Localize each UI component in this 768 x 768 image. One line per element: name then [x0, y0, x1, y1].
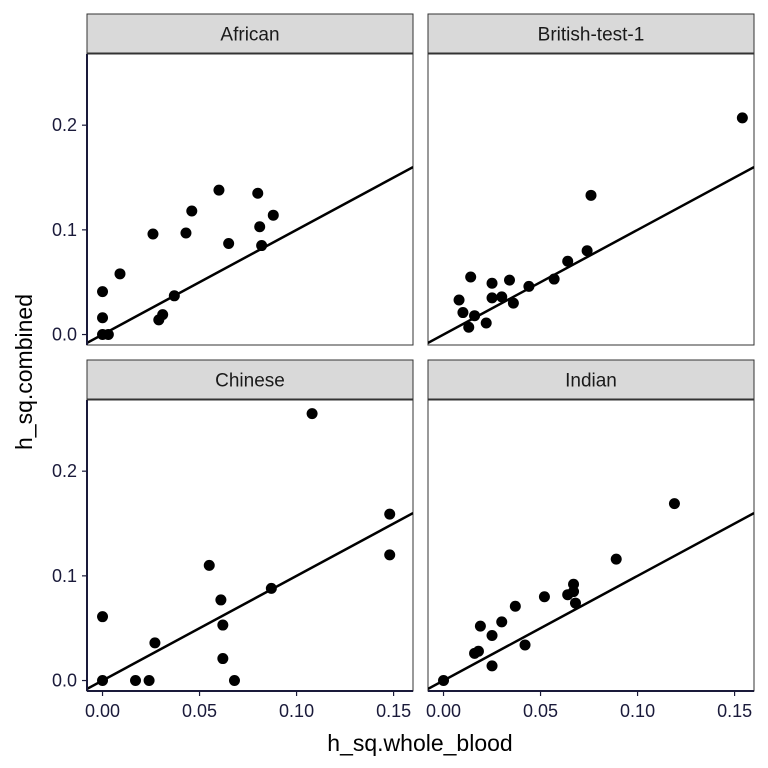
data-point: [217, 619, 229, 631]
data-point: [215, 594, 227, 606]
data-point: [384, 549, 396, 561]
y-tick-label: 0.0: [52, 671, 77, 691]
data-point: [217, 653, 229, 665]
x-tick-label: 0.10: [279, 701, 314, 721]
data-point: [223, 237, 235, 249]
data-point: [486, 660, 498, 672]
facet-label: Chinese: [215, 371, 285, 392]
data-point: [480, 317, 492, 329]
x-axis-title: h_sq.whole_blood: [327, 730, 512, 756]
data-point: [486, 630, 498, 642]
facet-strip: [427, 13, 755, 54]
data-point: [157, 309, 169, 321]
data-point: [568, 578, 580, 590]
data-point: [213, 184, 225, 196]
data-point: [465, 271, 477, 283]
reference-line: [428, 511, 754, 691]
data-point: [256, 240, 268, 252]
data-point: [486, 292, 498, 304]
x-tick-label: 0.15: [717, 701, 752, 721]
facet-strip: [427, 359, 755, 400]
facet-strip: [86, 359, 414, 400]
data-point: [180, 227, 192, 239]
data-point: [306, 408, 318, 420]
x-tick-label: 0.05: [523, 701, 558, 721]
reference-line: [428, 165, 754, 345]
data-point: [548, 273, 560, 285]
data-point: [507, 297, 519, 309]
x-tick-label: 0.00: [85, 701, 120, 721]
data-point: [523, 280, 535, 292]
facet-chinese: Chinese 0.0 0.1 0.2 0.00 0.05 0.10 0.15: [52, 359, 414, 721]
panel-border: [427, 399, 755, 692]
x-tick-label: 0.10: [620, 701, 655, 721]
data-point: [569, 597, 581, 609]
y-tick-label: 0.1: [52, 220, 77, 240]
data-point: [472, 645, 484, 657]
data-point: [143, 675, 155, 687]
data-point: [474, 620, 486, 632]
data-point: [130, 675, 142, 687]
data-point: [581, 245, 593, 257]
reference-line: [87, 511, 413, 691]
data-point: [203, 559, 215, 571]
data-point: [97, 675, 109, 687]
data-point: [610, 553, 622, 565]
y-tick-label: 0.1: [52, 566, 77, 586]
data-point: [384, 508, 396, 520]
x-tick-label: 0.00: [426, 701, 461, 721]
data-point: [265, 582, 277, 594]
data-point: [519, 639, 531, 651]
data-point: [149, 637, 161, 649]
facet-label: British-test-1: [538, 25, 645, 46]
facet-strip: [86, 13, 414, 54]
data-point: [562, 255, 574, 267]
data-point: [585, 189, 597, 201]
facet-indian: Indian 0.00 0.05 0.10 0.15: [426, 359, 755, 721]
data-point: [668, 498, 680, 510]
data-point: [509, 600, 521, 612]
facet-label: Indian: [565, 371, 617, 392]
panel-border: [86, 399, 414, 692]
data-point: [538, 591, 550, 603]
facet-panels: African 0.0 0.1 0.2 British-test-1 Chinese 0.0…: [52, 13, 755, 721]
data-point: [97, 312, 109, 324]
x-tick-label: 0.15: [376, 701, 411, 721]
facet-british-test-1: British-test-1: [427, 13, 755, 346]
y-tick-label: 0.0: [52, 325, 77, 345]
data-point: [469, 310, 481, 322]
data-point: [438, 675, 450, 687]
data-point: [252, 187, 264, 199]
data-point: [254, 221, 266, 233]
data-point: [453, 294, 465, 306]
data-point: [504, 274, 515, 286]
data-point: [114, 268, 126, 280]
reference-line: [87, 165, 413, 345]
data-point: [496, 616, 508, 628]
data-point: [97, 286, 109, 298]
data-point: [228, 675, 240, 687]
y-tick-label: 0.2: [52, 461, 77, 481]
facet-label: African: [220, 25, 279, 46]
data-point: [463, 321, 475, 333]
panel-border: [86, 53, 414, 346]
data-point: [147, 228, 159, 240]
data-point: [102, 329, 114, 341]
data-point: [496, 291, 508, 303]
data-point: [97, 611, 109, 623]
x-tick-label: 0.05: [182, 701, 217, 721]
data-point: [168, 290, 180, 302]
data-point: [457, 307, 469, 319]
y-tick-label: 0.2: [52, 115, 77, 135]
data-point: [186, 205, 198, 217]
facet-african: African 0.0 0.1 0.2: [52, 13, 414, 346]
data-point: [267, 209, 279, 221]
data-point: [736, 112, 748, 124]
data-point: [486, 277, 498, 289]
y-axis-title: h_sq.combined: [11, 294, 37, 450]
